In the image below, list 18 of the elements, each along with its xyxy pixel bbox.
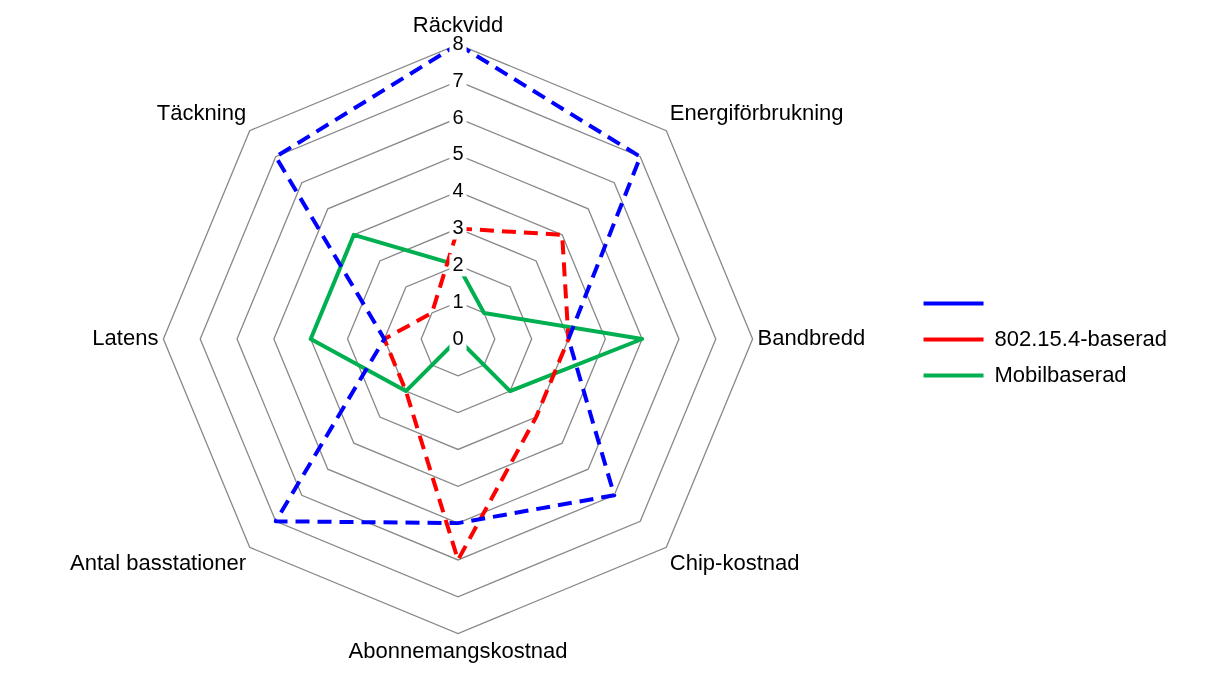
spoke-label: Latens (92, 325, 159, 351)
y-tick-label: 2 (452, 252, 464, 275)
spoke-label: Chip-kostnad (669, 550, 800, 576)
y-tick-label: 6 (452, 105, 464, 128)
y-tick-label: 0 (452, 326, 464, 349)
y-tick-label: 1 (452, 289, 464, 312)
legend-label: Mobilbaserad (994, 361, 1127, 387)
spoke-label: Antal basstationer (70, 550, 247, 576)
legend-label: 802.15.4-baserad (994, 325, 1167, 351)
spoke-label: Energiförbrukning (669, 100, 844, 126)
spoke-label: Bandbredd (757, 325, 866, 351)
y-tick-label: 5 (452, 142, 464, 165)
y-tick-label: 8 (452, 31, 464, 54)
spoke-label: Täckning (156, 100, 247, 126)
y-tick-label: 3 (452, 216, 464, 239)
spoke-label: Abonnemangskostnad (348, 637, 568, 663)
y-tick-label: 7 (452, 68, 464, 91)
y-tick-label: 4 (452, 179, 464, 202)
